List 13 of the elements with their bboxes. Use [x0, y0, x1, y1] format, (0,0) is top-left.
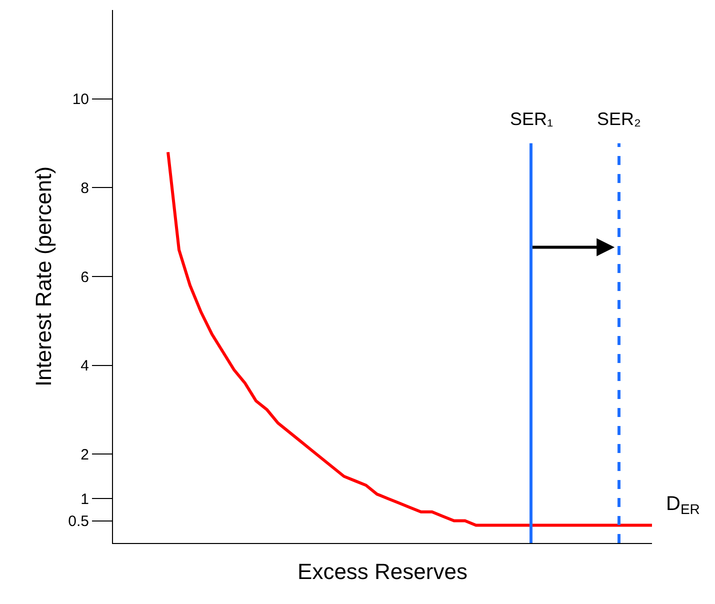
x-axis-title: Excess Reserves — [298, 558, 468, 584]
line-series — [166, 150, 652, 527]
y-tick-label: 10 — [72, 91, 89, 108]
y-tick-label: 8 — [80, 180, 89, 197]
y-tick-label: 2 — [80, 446, 89, 464]
y-tick-label: 0.5 — [68, 513, 89, 530]
y-tick-label: 4 — [80, 358, 89, 375]
annotation: SER₁ — [510, 109, 554, 129]
annotation: SER₂ — [597, 109, 642, 129]
y-tick-label: 1 — [80, 490, 89, 508]
series-label: D$_{ER}$ — [666, 493, 700, 518]
y-axis-title: Interest Rate (percent) — [30, 166, 56, 387]
y-tick-label: 6 — [80, 268, 89, 286]
